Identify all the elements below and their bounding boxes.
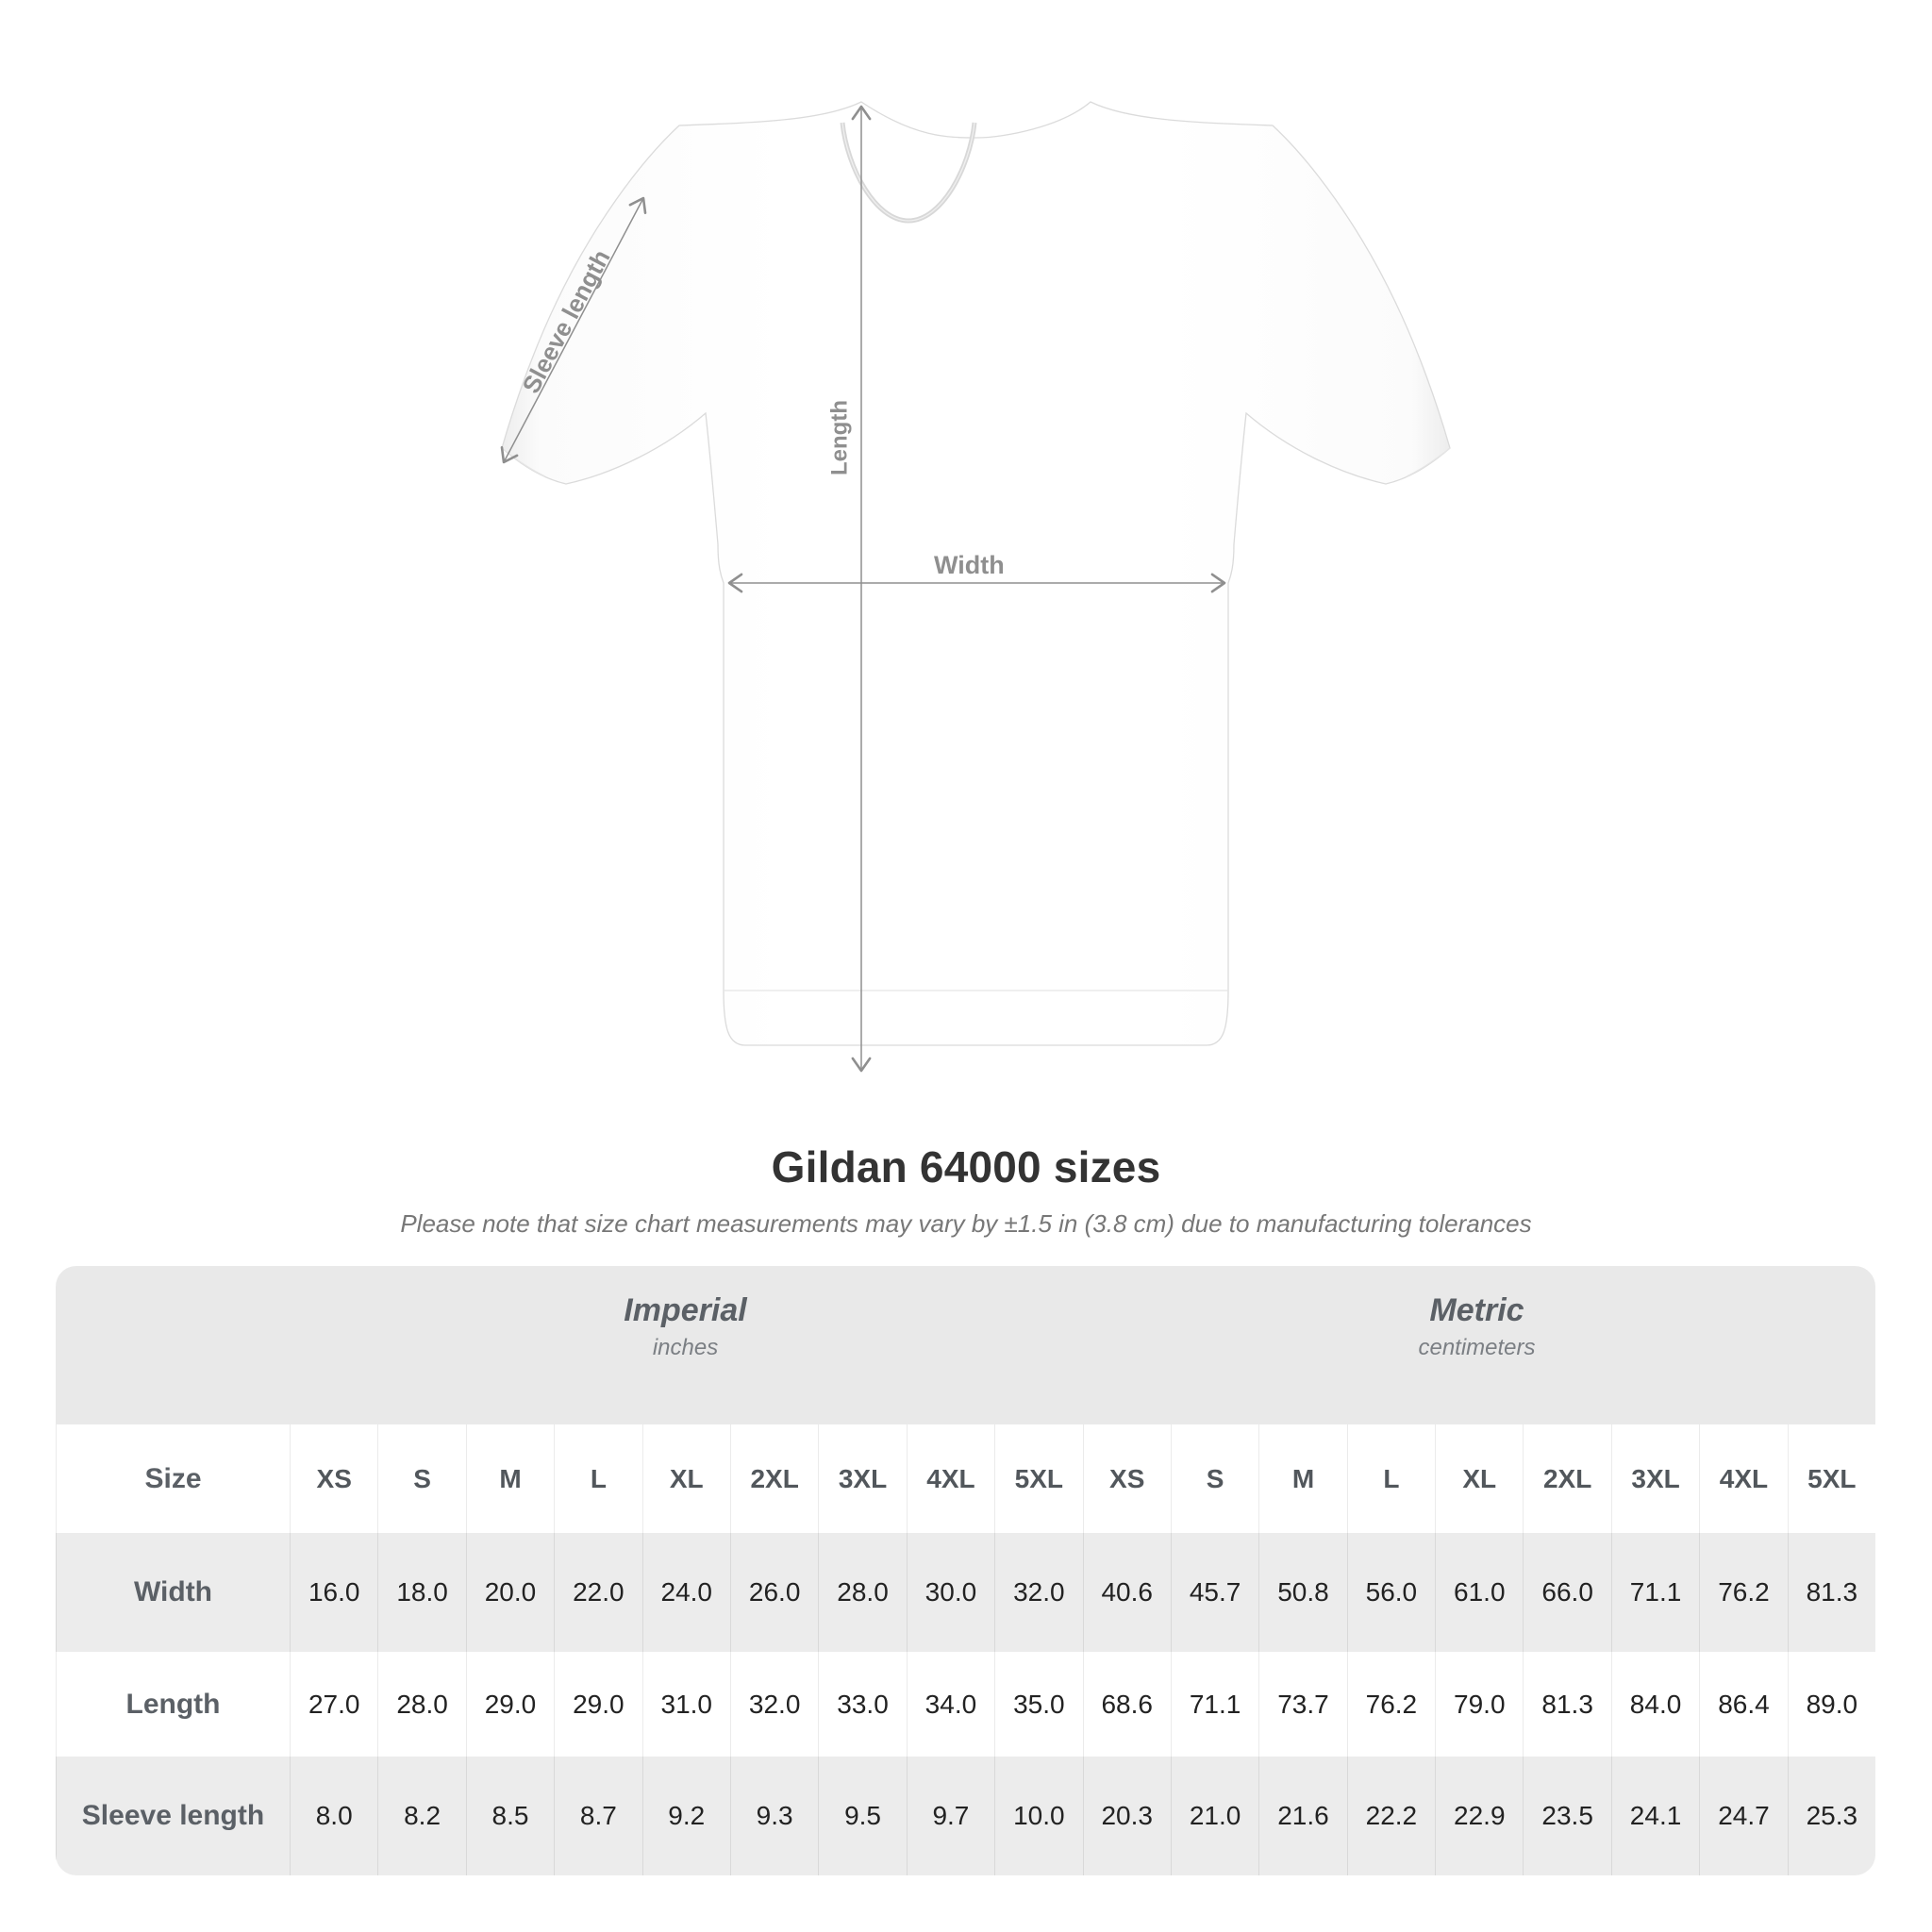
svg-text:Length: Length [826,400,852,475]
svg-text:Width: Width [934,551,1005,579]
